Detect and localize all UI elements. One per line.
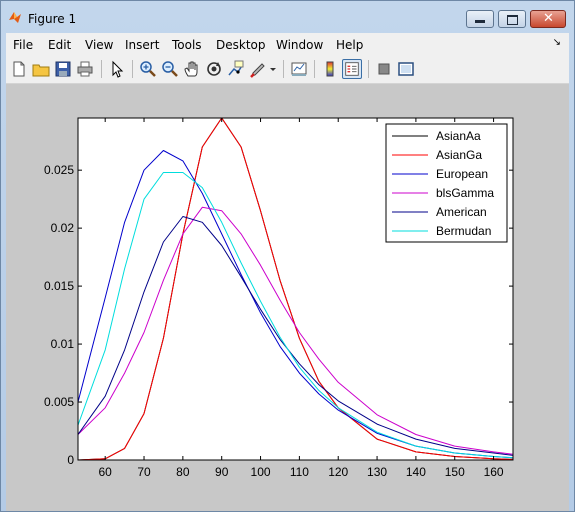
x-tick-label: 130 (367, 465, 387, 479)
window-title: Figure 1 (28, 12, 77, 26)
menu-help[interactable]: Help (336, 38, 364, 52)
figure-canvas: 60 70 80 90 100 110 120 130 140 150 160 0 0.005 0.01 0… (6, 84, 569, 511)
toolbar-separator (101, 60, 102, 78)
link-plot-icon[interactable] (289, 59, 309, 79)
pointer-icon[interactable] (107, 59, 127, 79)
figure-toolbar (6, 55, 569, 84)
line-chart: 60 70 80 90 100 110 120 130 140 150 160 0 0.005 0.01 0… (44, 117, 514, 479)
legend-label-asianga: AsianGa (436, 148, 482, 162)
menu-view[interactable]: View (85, 38, 114, 52)
toolbar-separator (368, 60, 369, 78)
axes-frame (77, 117, 514, 461)
close-button[interactable]: ✕ (530, 10, 566, 28)
minimize-button[interactable] (466, 10, 494, 28)
menu-desktop[interactable]: Desktop (216, 38, 266, 52)
menu-insert[interactable]: Insert (125, 38, 160, 52)
menu-tools[interactable]: Tools (172, 38, 202, 52)
close-icon: ✕ (543, 11, 554, 26)
toolbar-separator (314, 60, 315, 78)
x-tick-label: 120 (328, 465, 348, 479)
legend-label-bermudan: Bermudan (436, 224, 491, 238)
x-tick-label: 100 (251, 465, 271, 479)
legend-label-blsgamma: blsGamma (436, 186, 494, 200)
y-tick-label: 0 (67, 453, 74, 467)
toolbar-separator (132, 60, 133, 78)
figure-frame: File Edit View Insert Tools Desktop Wind… (6, 33, 569, 511)
menu-bar: File Edit View Insert Tools Desktop Wind… (6, 33, 569, 55)
x-tick-label: 150 (445, 465, 465, 479)
menu-window[interactable]: Window (276, 38, 324, 52)
series-line-american (78, 216, 513, 456)
data-cursor-icon[interactable] (226, 59, 246, 79)
y-tick-label: 0.02 (51, 221, 75, 235)
x-tick-label: 80 (176, 465, 190, 479)
zoom-out-icon[interactable] (160, 59, 180, 79)
pan-hand-icon[interactable] (182, 59, 202, 79)
print-icon[interactable] (75, 59, 95, 79)
menu-file[interactable]: File (13, 38, 34, 52)
y-tick-label: 0.01 (51, 337, 75, 351)
hide-plot-tools-icon[interactable] (374, 59, 394, 79)
x-tick-label: 60 (99, 465, 113, 479)
legend-label-asianaa: AsianAa (436, 129, 481, 143)
zoom-in-icon[interactable] (138, 59, 158, 79)
y-tick-label: 0.015 (44, 279, 74, 293)
legend-icon[interactable] (342, 59, 362, 79)
matlab-logo-icon (9, 12, 21, 23)
x-tick-label: 140 (406, 465, 426, 479)
series-line-blsgamma (78, 206, 513, 455)
minimize-icon (475, 20, 485, 23)
open-folder-icon[interactable] (31, 59, 51, 79)
legend-label-american: American (436, 205, 487, 219)
brush-dropdown-icon[interactable] (268, 59, 278, 79)
colorbar-icon[interactable] (320, 59, 340, 79)
legend-label-european: European (436, 167, 488, 181)
menubar-dock-arrow-icon[interactable]: ↘ (552, 37, 561, 48)
x-tick-label: 110 (290, 465, 309, 479)
x-tick-label: 90 (215, 465, 229, 479)
x-tick-label: 160 (484, 465, 504, 479)
title-bar[interactable]: Figure 1 ✕ (1, 1, 574, 31)
save-icon[interactable] (53, 59, 73, 79)
new-file-icon[interactable] (9, 59, 29, 79)
maximize-button[interactable] (498, 10, 526, 28)
series-line-bermudan (78, 172, 513, 459)
legend-box[interactable] (385, 123, 508, 243)
series-line-asianga (78, 118, 513, 460)
menu-edit[interactable]: Edit (48, 38, 72, 52)
y-tick-label: 0.005 (44, 395, 74, 409)
maximize-icon (507, 15, 518, 25)
show-plot-tools-icon[interactable] (396, 59, 416, 79)
brush-icon[interactable] (248, 59, 268, 79)
y-tick-label: 0.025 (44, 163, 74, 177)
rotate-3d-icon[interactable] (204, 59, 224, 79)
toolbar-separator (283, 60, 284, 78)
x-tick-label: 70 (137, 465, 151, 479)
